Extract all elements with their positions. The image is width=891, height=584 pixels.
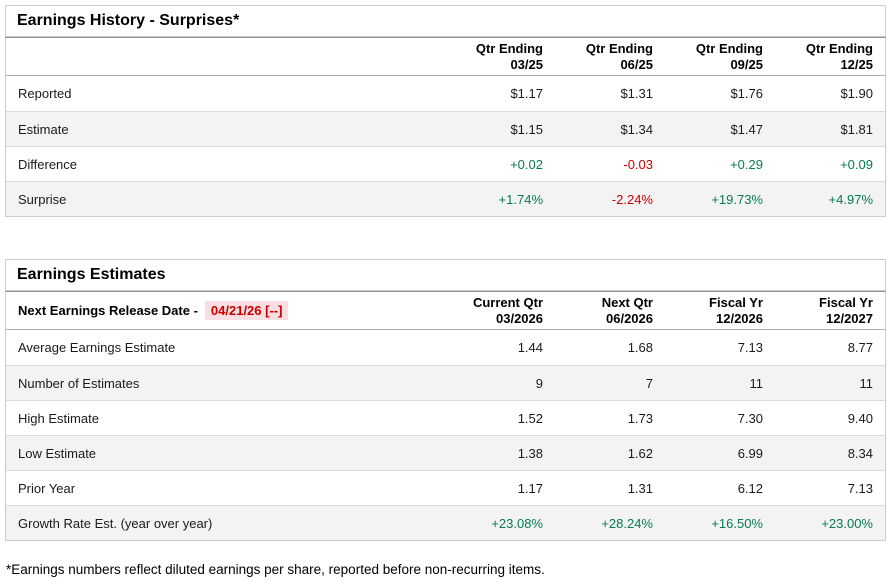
value-cell: +4.97% (828, 191, 873, 207)
column-header: Qtr Ending 03/25 (475, 40, 543, 72)
value-cell: +23.00% (821, 515, 873, 531)
table-header-row: Qtr Ending 03/25 Qtr Ending 06/25 Qtr En… (6, 38, 885, 76)
value-cell: 7.13 (847, 480, 873, 496)
value-cell: +1.74% (498, 191, 543, 207)
earnings-estimates-title: Earnings Estimates (5, 259, 886, 291)
value-cell: 1.68 (627, 340, 653, 355)
value-cell: 8.34 (847, 445, 873, 461)
value-cell: 9 (535, 375, 543, 391)
earnings-history-title: Earnings History - Surprises* (5, 5, 886, 37)
value-cell: +0.02 (510, 156, 543, 172)
value-cell: 7 (645, 375, 653, 391)
value-cell: 1.73 (627, 410, 653, 426)
earnings-page: Earnings History - Surprises* Qtr Ending… (5, 5, 886, 577)
value-cell: 1.62 (627, 445, 653, 461)
row-label: Surprise (18, 191, 67, 207)
table-header-row: Next Earnings Release Date - 04/21/26 [-… (6, 292, 885, 330)
value-cell: -2.24% (611, 191, 653, 207)
value-cell: 1.17 (517, 480, 543, 496)
value-cell: 11 (749, 375, 764, 391)
value-cell: $1.31 (620, 86, 653, 101)
row-label: Prior Year (18, 480, 76, 496)
value-cell: 7.13 (737, 340, 763, 355)
value-cell: +16.50% (711, 515, 763, 531)
value-cell: 1.31 (627, 480, 653, 496)
table-row: Growth Rate Est. (year over year) +23.08… (6, 505, 885, 540)
row-label: High Estimate (18, 410, 99, 426)
earnings-estimates-section: Earnings Estimates Next Earnings Release… (5, 259, 886, 541)
column-header: Qtr Ending 06/25 (585, 40, 653, 72)
value-cell: $1.76 (730, 86, 763, 101)
value-cell: 6.99 (737, 445, 763, 461)
value-cell: 1.44 (517, 340, 543, 355)
value-cell: $1.81 (840, 121, 873, 137)
table-row: Difference +0.02 -0.03 +0.29 +0.09 (6, 146, 885, 181)
section-gap (5, 217, 886, 259)
table-row: Low Estimate 1.38 1.62 6.99 8.34 (6, 435, 885, 470)
value-cell: $1.17 (510, 86, 543, 101)
earnings-history-table: Qtr Ending 03/25 Qtr Ending 06/25 Qtr En… (5, 37, 886, 217)
value-cell: 1.52 (517, 410, 543, 426)
row-label: Estimate (18, 121, 69, 137)
value-cell: +0.29 (730, 156, 763, 172)
table-row: Surprise +1.74% -2.24% +19.73% +4.97% (6, 181, 885, 216)
value-cell: 7.30 (737, 410, 763, 426)
table-row: Estimate $1.15 $1.34 $1.47 $1.81 (6, 111, 885, 146)
value-cell: +19.73% (711, 191, 763, 207)
column-header: Next Qtr 06/2026 (601, 294, 653, 326)
column-header: Fiscal Yr 12/2026 (709, 294, 763, 326)
table-row: Number of Estimates 9 7 11 11 (6, 365, 885, 400)
footnote: *Earnings numbers reflect diluted earnin… (6, 562, 545, 577)
release-date-label: Next Earnings Release Date - (18, 303, 198, 318)
row-label: Growth Rate Est. (year over year) (18, 515, 213, 531)
value-cell: +28.24% (601, 515, 653, 531)
value-cell: $1.15 (510, 121, 543, 137)
column-header: Current Qtr 03/2026 (472, 294, 543, 326)
value-cell: $1.34 (620, 121, 653, 137)
value-cell: $1.47 (730, 121, 763, 137)
value-cell: $1.90 (840, 86, 873, 101)
table-row: Average Earnings Estimate 1.44 1.68 7.13… (6, 330, 885, 365)
value-cell: -0.03 (623, 156, 653, 172)
row-label: Difference (18, 156, 78, 172)
value-cell: 8.77 (847, 340, 873, 355)
release-date-cell: Next Earnings Release Date - 04/21/26 [-… (6, 301, 445, 320)
value-cell: +23.08% (491, 515, 543, 531)
column-header: Qtr Ending 09/25 (695, 40, 763, 72)
earnings-history-section: Earnings History - Surprises* Qtr Ending… (5, 5, 886, 217)
row-label: Reported (18, 86, 72, 101)
table-row: Reported $1.17 $1.31 $1.76 $1.90 (6, 76, 885, 111)
column-header: Qtr Ending 12/25 (805, 40, 873, 72)
value-cell: 6.12 (737, 480, 763, 496)
value-cell: 1.38 (517, 445, 543, 461)
value-cell: +0.09 (840, 156, 873, 172)
row-label: Number of Estimates (18, 375, 140, 391)
value-cell: 9.40 (847, 410, 873, 426)
row-label: Average Earnings Estimate (18, 340, 176, 355)
earnings-estimates-table: Next Earnings Release Date - 04/21/26 [-… (5, 291, 886, 541)
column-header: Fiscal Yr 12/2027 (819, 294, 873, 326)
table-row: High Estimate 1.52 1.73 7.30 9.40 (6, 400, 885, 435)
release-date-value: 04/21/26 [--] (204, 301, 289, 320)
row-label: Low Estimate (18, 445, 97, 461)
table-row: Prior Year 1.17 1.31 6.12 7.13 (6, 470, 885, 505)
value-cell: 11 (859, 375, 874, 391)
